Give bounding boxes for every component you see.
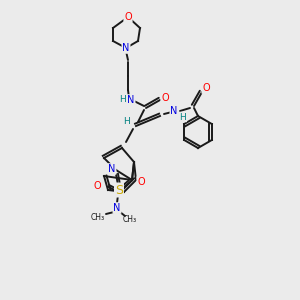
Text: N: N [108,164,116,174]
Text: S: S [115,184,123,196]
Text: H: H [123,118,129,127]
Text: O: O [124,12,132,22]
Text: O: O [202,83,210,93]
Text: N: N [122,43,130,53]
Text: O: O [161,93,169,103]
Text: N: N [170,106,178,116]
Text: N: N [113,203,121,213]
Text: O: O [137,177,145,187]
Text: CH₃: CH₃ [91,214,105,223]
Text: CH₃: CH₃ [123,215,137,224]
Text: H: H [120,95,126,104]
Text: N: N [127,95,135,105]
Text: H: H [180,112,186,122]
Text: O: O [93,181,101,191]
